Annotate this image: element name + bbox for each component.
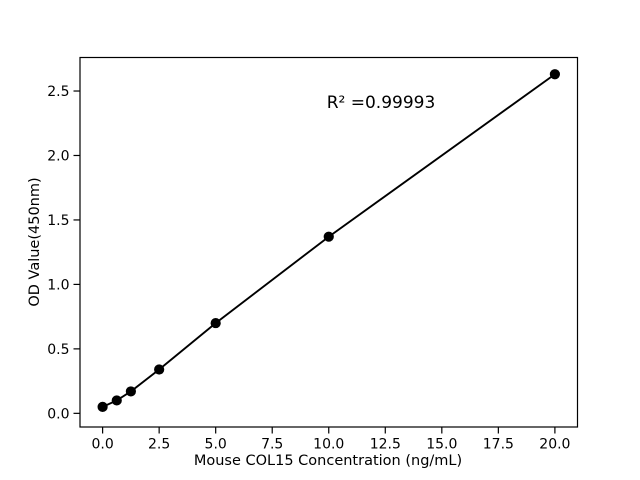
data-point (125, 386, 136, 397)
y-tick-label: 0.5 (47, 342, 69, 358)
y-tick-label: 1.5 (47, 213, 69, 229)
r-squared-annotation: R² =0.99993 (327, 93, 436, 113)
x-tick-label: 12.5 (370, 437, 401, 453)
y-tick-label: 1.0 (47, 277, 69, 293)
plot-area: 0.0 2.5 5.0 7.5 10.0 12.5 15.0 17.5 20.0 0.0 0.5 1.… (47, 56, 579, 453)
x-tick-label: 5.0 (205, 437, 227, 453)
x-tick-label: 17.5 (483, 437, 514, 453)
x-axis-label: Mouse COL15 Concentration (ng/mL) (194, 453, 462, 469)
x-tick-label: 2.5 (148, 437, 170, 453)
x-tick-label: 0.0 (91, 437, 113, 453)
data-point (210, 317, 221, 329)
data-point (323, 231, 334, 242)
x-tick-label: 15.0 (426, 437, 457, 453)
data-point (549, 69, 560, 80)
y-axis-label: OD Value(450nm) (27, 177, 43, 306)
data-point (97, 401, 108, 412)
x-tick-label: 7.5 (261, 437, 283, 453)
x-tick-label: 10.0 (313, 437, 344, 453)
y-tick-label: 2.0 (47, 148, 69, 164)
x-tick-label: 20.0 (539, 437, 570, 453)
data-point (154, 364, 165, 375)
y-tick-label: 2.5 (47, 84, 69, 100)
y-tick-label: 0.0 (47, 406, 69, 422)
data-point (111, 395, 122, 406)
